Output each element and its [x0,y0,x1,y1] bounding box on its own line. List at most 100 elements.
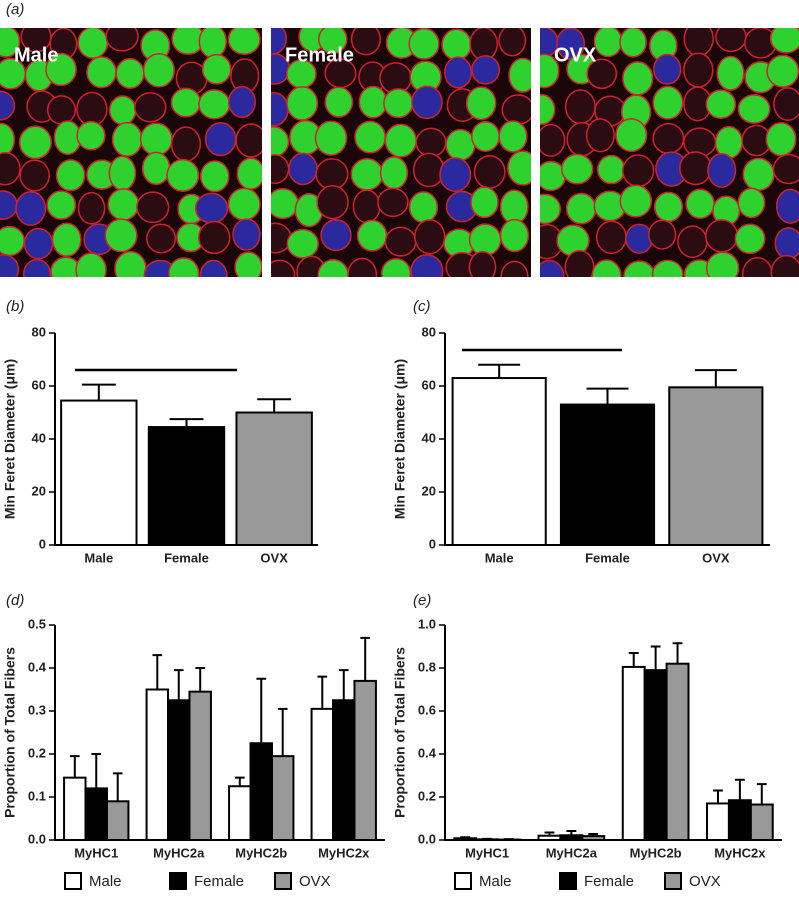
fiber [501,94,531,126]
fiber [408,191,439,224]
bar [727,799,752,841]
bar [559,403,656,546]
error-bar [650,645,661,671]
legend-label: OVX [299,873,331,890]
fiber [679,151,713,186]
legend-label: OVX [689,873,721,890]
y-tick-label: 60 [32,377,46,392]
error-bar [694,369,737,388]
fiber [271,154,290,185]
bar [270,755,295,842]
fiber [498,28,527,57]
fiber [204,122,237,157]
fiber [685,188,715,219]
fiber [379,156,409,190]
legend-swatch [664,872,682,890]
bar [235,411,313,546]
x-tick-label: MyHC2b [630,845,682,860]
bar [228,785,252,841]
fiber [324,86,354,118]
y-tick-label: 80 [422,324,436,339]
y-tick-label: 0.8 [418,659,436,674]
error-bar [360,636,371,681]
fiber [227,28,261,55]
fiber [354,120,386,154]
x-tick-label: Male [485,550,514,565]
fiber [540,53,560,89]
fiber [76,120,106,151]
fiber [0,90,16,121]
y-tick-label: 0.5 [28,616,46,631]
fiber [625,223,654,254]
fiber [469,28,499,61]
fiber [198,220,231,255]
x-tick-label: OVX [702,550,730,565]
error-bar [112,772,123,802]
fiber [775,188,799,224]
y-tick-label: 0.6 [418,702,436,717]
error-bar [317,675,328,709]
fiber [465,86,497,121]
fiber [471,55,501,85]
fiber [236,157,262,190]
y-axis-label: Proportion of Total Fibers [392,647,408,818]
fiber [683,52,714,88]
error-bar [672,642,683,664]
fiber [45,52,77,87]
fiber [77,191,106,225]
fiber [198,89,231,120]
fiber [317,259,350,277]
fiber [593,28,623,58]
fiber [595,220,627,255]
bar [310,707,335,841]
fiber [55,159,86,192]
bar [706,802,730,842]
fiber [408,28,440,60]
fiber [564,89,596,125]
fiber [111,121,143,157]
fiber [235,123,262,158]
bar [643,669,668,842]
fiber [540,160,567,192]
fiber [705,219,739,253]
error-bar [69,755,80,778]
error-bar [734,778,745,801]
x-tick-label: Female [585,550,630,565]
y-tick-label: 0.0 [418,831,436,846]
fiber [23,258,52,277]
fiber [540,193,562,225]
y-tick-label: 1.0 [418,616,436,631]
y-tick-label: 0.2 [418,788,436,803]
x-tick-label: MyHC2a [546,845,598,860]
fiber [540,93,556,126]
bar [60,399,138,547]
fiber [619,28,647,58]
y-axis-label: Proportion of Total Fibers [2,647,18,818]
image-label: Male [14,44,58,66]
fiber [772,153,799,185]
legend-label: Female [194,873,244,890]
fiber [564,250,595,277]
fiber [586,58,618,90]
fiber [288,152,318,186]
error-bar [338,669,349,701]
y-tick-label: 80 [32,324,46,339]
fiber [356,219,388,252]
fiber [46,95,77,125]
fiber [741,256,773,277]
error-bar [756,783,767,805]
fiber [439,157,472,193]
fiber [622,61,654,96]
error-bar [277,707,288,757]
fiber [468,250,497,277]
legend-swatch [454,872,472,890]
fiber [384,123,417,158]
error-bar [566,829,577,836]
fiber [199,160,230,193]
fiber [499,189,529,225]
y-tick-label: 0.3 [28,702,46,717]
error-bar [195,667,206,692]
fiber [540,259,565,277]
y-tick-label: 0 [429,536,436,551]
